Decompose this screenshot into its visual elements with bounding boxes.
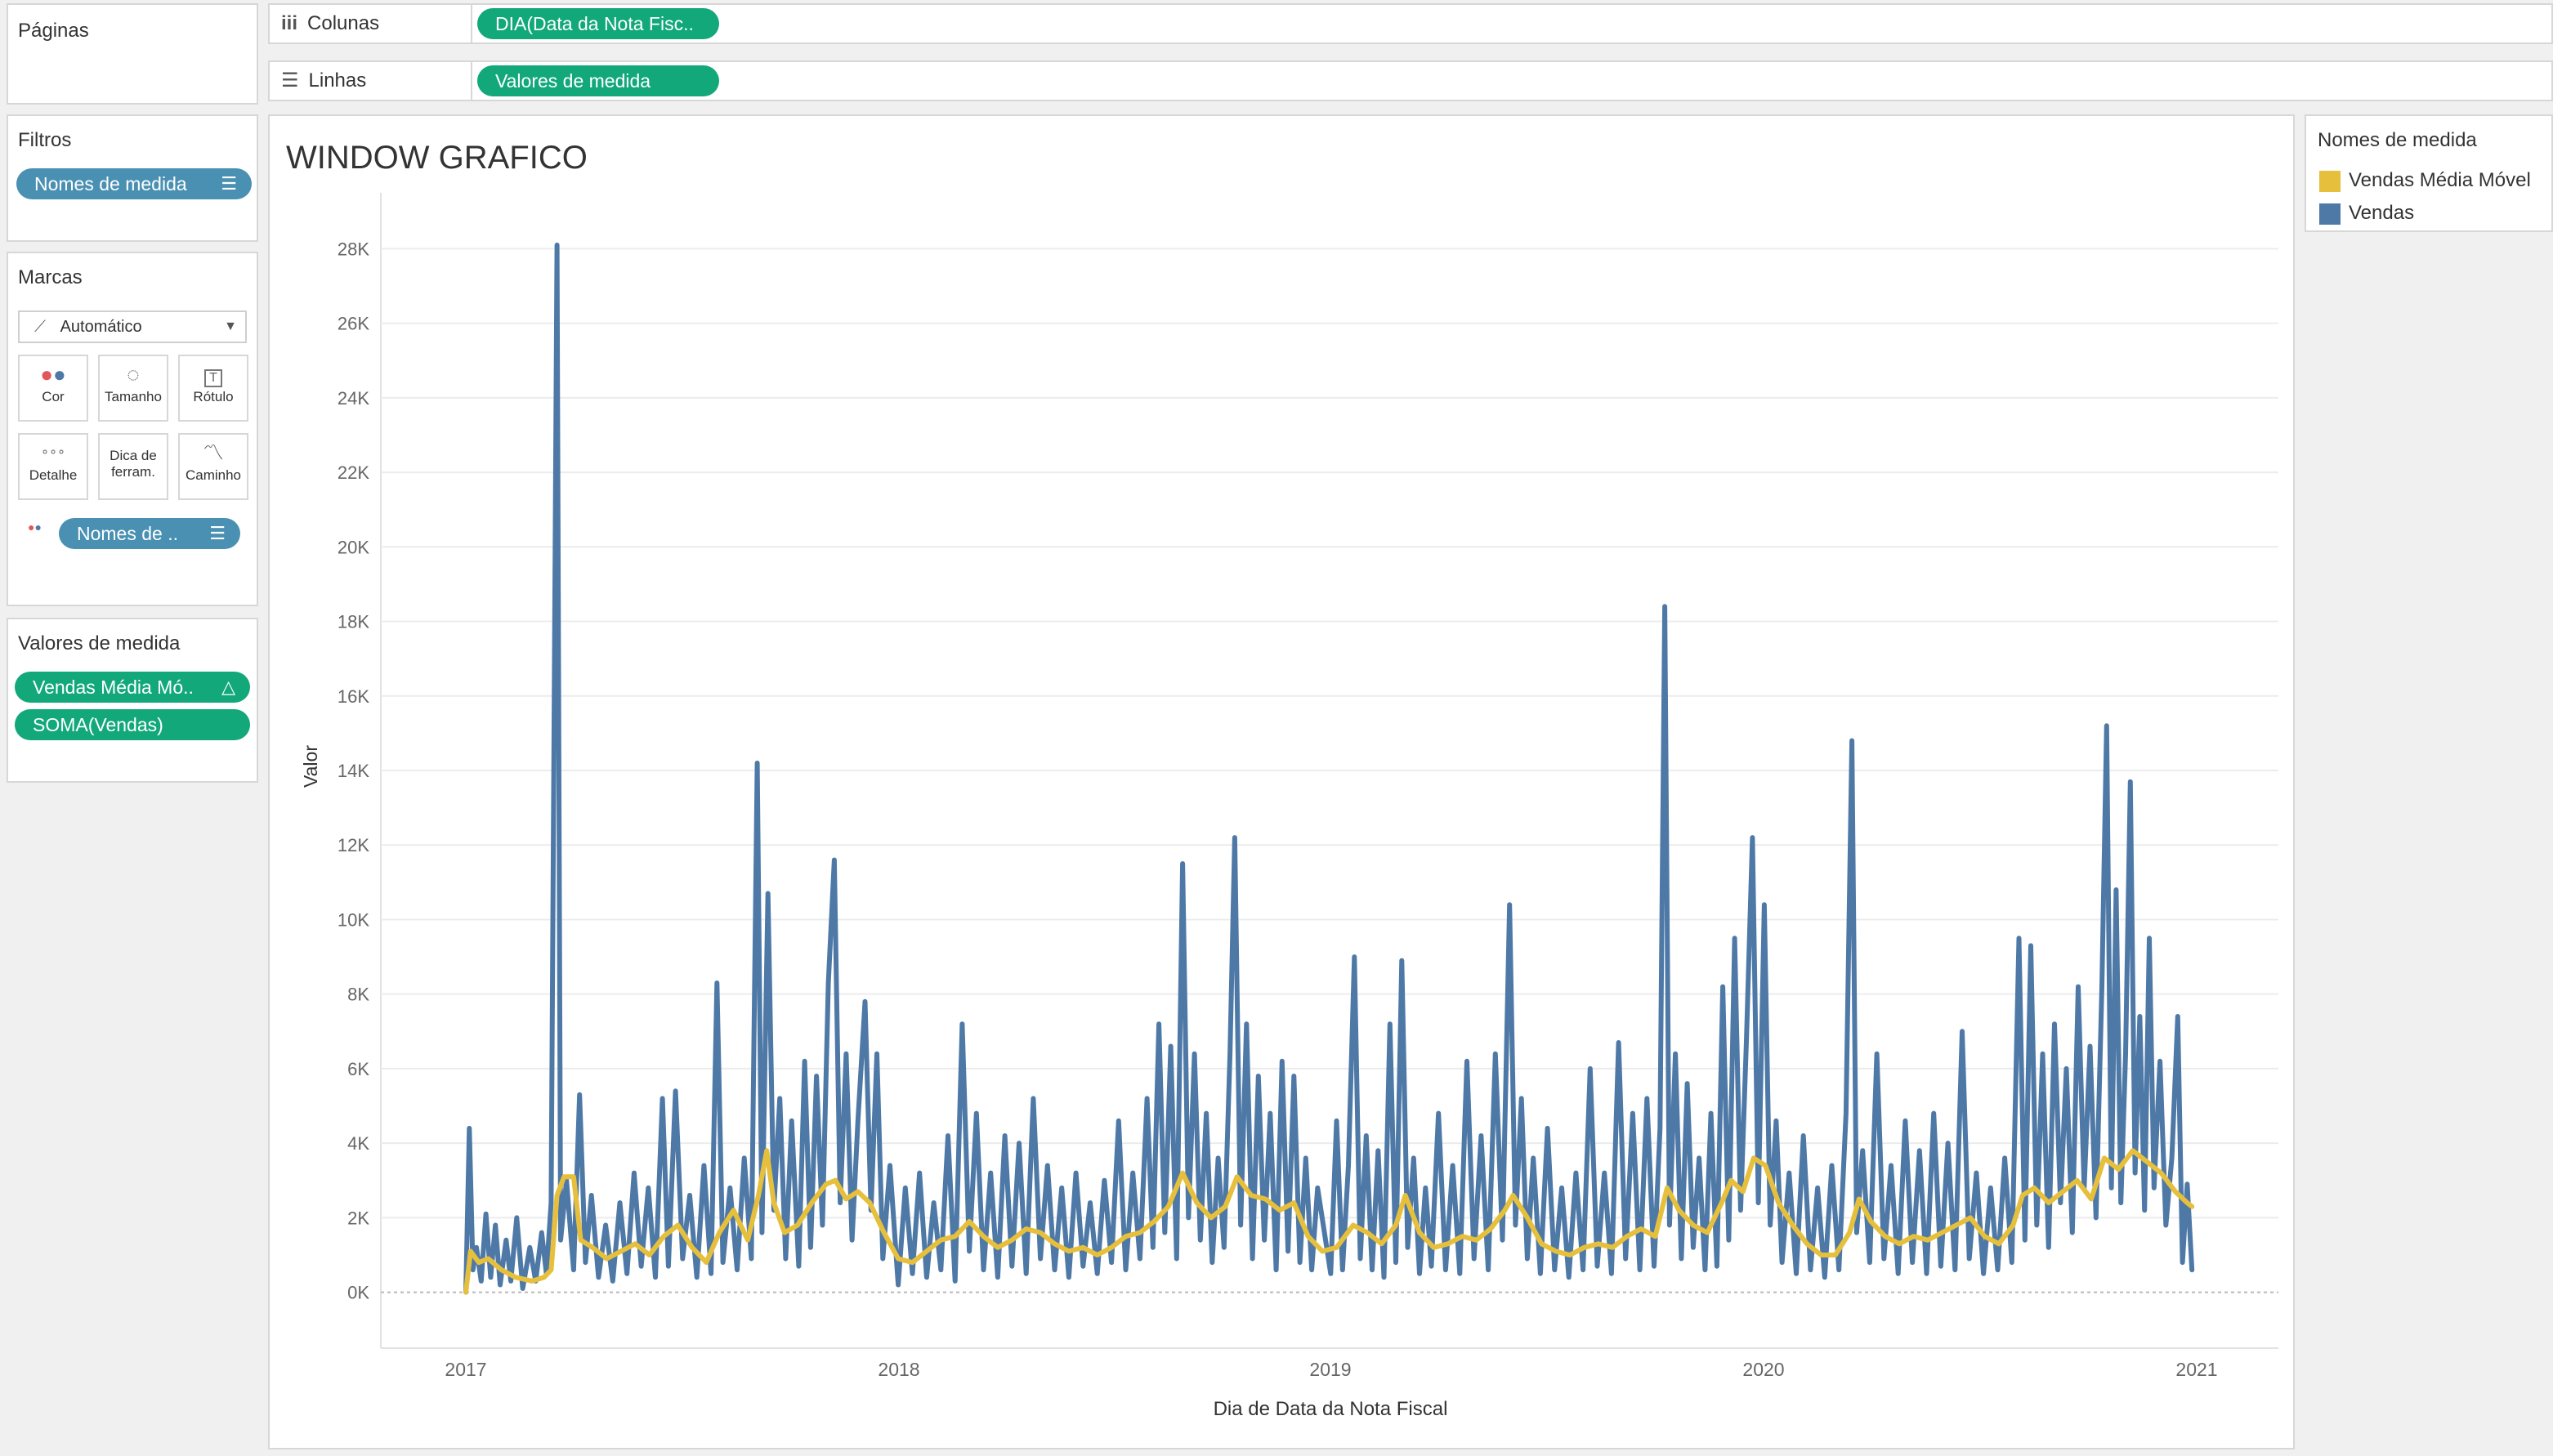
detail-icon: ∘∘∘ — [40, 445, 66, 459]
rows-shelf[interactable]: ☰ Linhas Valores de medida — [268, 60, 2553, 101]
columns-shelf[interactable]: iii Colunas DIA(Data da Nota Fisc.. — [268, 3, 2553, 44]
mark-type-value: Automático — [60, 318, 142, 336]
legend-item-sales[interactable]: Vendas — [2319, 201, 2414, 226]
filters-panel: Filtros Nomes de medida ☰ — [7, 114, 258, 242]
tooltip-label: Dica de ferram. — [110, 448, 157, 480]
legend-panel: Nomes de medida — [2305, 114, 2553, 232]
rows-icon: ☰ — [281, 69, 299, 92]
label-icon: T — [180, 356, 247, 389]
mark-tooltip-button[interactable]: Dica de ferram. — [98, 433, 168, 500]
columns-label-cell: iii Colunas — [270, 5, 472, 42]
legend-item-moving-average[interactable]: Vendas Média Móvel — [2319, 168, 2531, 193]
size-icon: ◌ — [127, 362, 140, 386]
columns-pill[interactable]: DIA(Data da Nota Fisc.. — [477, 8, 719, 39]
marks-color-pill[interactable]: Nomes de .. ☰ — [59, 518, 240, 549]
sort-icon: ☰ — [209, 523, 226, 543]
measure-values-title: Valores de medida — [18, 632, 181, 654]
measure-pill-moving-average[interactable]: Vendas Média Mó.. △ — [15, 672, 250, 703]
measure-pill-sum-sales[interactable]: SOMA(Vendas) — [15, 709, 250, 740]
rows-pill[interactable]: Valores de medida — [477, 65, 719, 96]
mark-type-dropdown[interactable]: ⟋ Automático ▼ — [18, 310, 247, 343]
sort-icon: ☰ — [221, 173, 237, 194]
legend-swatch — [2319, 203, 2341, 225]
filters-title: Filtros — [18, 129, 72, 151]
mark-color-button[interactable]: ●● Cor — [18, 355, 88, 422]
color-field-icon: ●● — [28, 520, 42, 534]
mark-size-button[interactable]: ◌ Tamanho — [98, 355, 168, 422]
legend-swatch — [2319, 170, 2341, 192]
mark-label-button[interactable]: T Rótulo — [178, 355, 248, 422]
rows-label-cell: ☰ Linhas — [270, 62, 472, 100]
legend-title: Nomes de medida — [2318, 129, 2477, 151]
columns-icon: iii — [281, 12, 298, 34]
mark-path-button[interactable]: 〽 Caminho — [178, 433, 248, 500]
worksheet-panel — [268, 114, 2295, 1449]
mark-detail-button[interactable]: ∘∘∘ Detalhe — [18, 433, 88, 500]
filter-pill-measure-names[interactable]: Nomes de medida ☰ — [16, 168, 252, 199]
pages-title: Páginas — [18, 20, 89, 42]
marks-title: Marcas — [18, 266, 83, 288]
line-mark-icon: ⟋ — [34, 318, 46, 336]
color-dots-icon: ●● — [40, 362, 66, 386]
pages-panel: Páginas — [7, 3, 258, 105]
columns-label: Colunas — [307, 12, 380, 34]
marks-panel: Marcas — [7, 252, 258, 606]
chevron-down-icon: ▼ — [224, 319, 237, 333]
path-icon: 〽 — [202, 440, 224, 465]
delta-icon: △ — [221, 677, 235, 697]
rows-label: Linhas — [308, 69, 367, 92]
